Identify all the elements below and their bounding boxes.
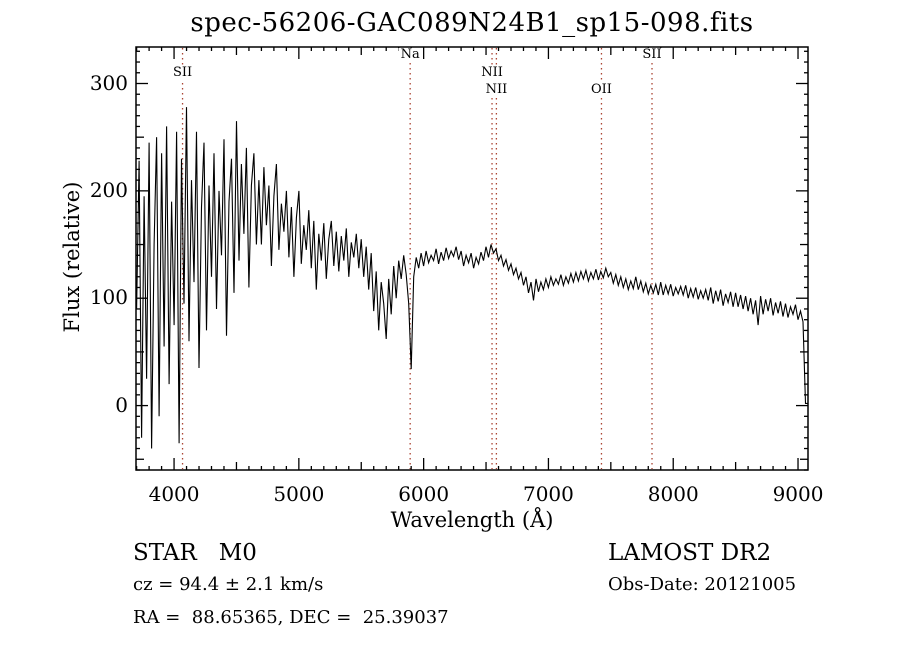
cz-text: cz = 94.4 ± 2.1 km/s [133,574,324,595]
x-axis-title: Wavelength (Å) [390,508,554,532]
y-tick-label-100: 100 [89,285,128,310]
marker-label-sii: SII [640,47,664,62]
spectrum-line-spectrum [136,107,808,449]
marker-label-oii: OII [589,82,614,97]
ra-dec-text: RA = 88.65365, DEC = 25.39037 [133,607,449,628]
x-tick-label-4000: 4000 [148,482,200,506]
plot-frame [135,46,809,471]
x-tick-label-9000: 9000 [772,482,824,506]
y-tick-label-200: 200 [89,177,128,202]
y-tick-label-300: 300 [89,70,128,95]
marker-label-nii: NII [483,82,510,97]
marker-label-nii: NII [479,65,505,80]
object-class-text: STAR M0 [133,540,257,566]
obs-date-text: Obs-Date: 20121005 [608,574,797,595]
survey-text: LAMOST DR2 [608,540,772,566]
x-tick-label-5000: 5000 [273,482,325,506]
x-tick-label-8000: 8000 [647,482,699,506]
y-axis-title: Flux (relative) [60,181,84,333]
marker-label-sii: SII [170,65,195,80]
x-tick-label-7000: 7000 [522,482,574,506]
y-tick-label-0: 0 [115,392,128,417]
x-tick-label-6000: 6000 [398,482,450,506]
plot-title: spec-56206-GAC089N24B1_sp15-098.fits [190,8,754,38]
marker-label-na: Na [398,47,422,62]
